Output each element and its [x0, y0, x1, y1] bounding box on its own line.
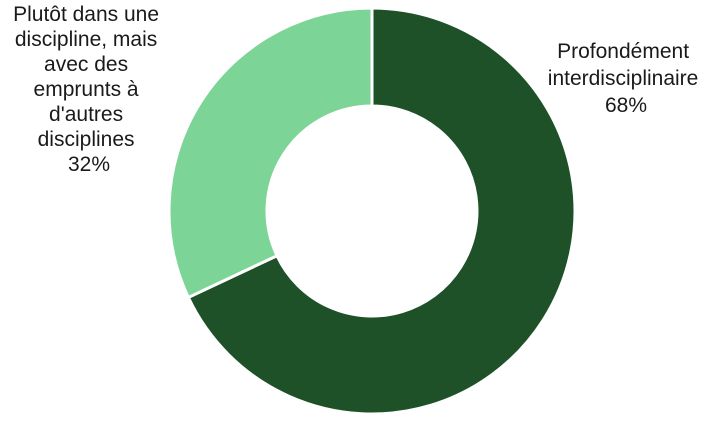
donut-labels: Profondément interdisciplinaire 68% Plut…	[13, 3, 704, 176]
donut-slice-0	[186, 6, 577, 416]
slice-label-discipline: Plutôt dans une discipline, mais avec de…	[13, 3, 165, 176]
slice-label-interdisciplinaire: Profondément interdisciplinaire 68%	[548, 40, 704, 117]
donut-slices	[167, 6, 577, 416]
donut-slice-1	[167, 6, 374, 300]
